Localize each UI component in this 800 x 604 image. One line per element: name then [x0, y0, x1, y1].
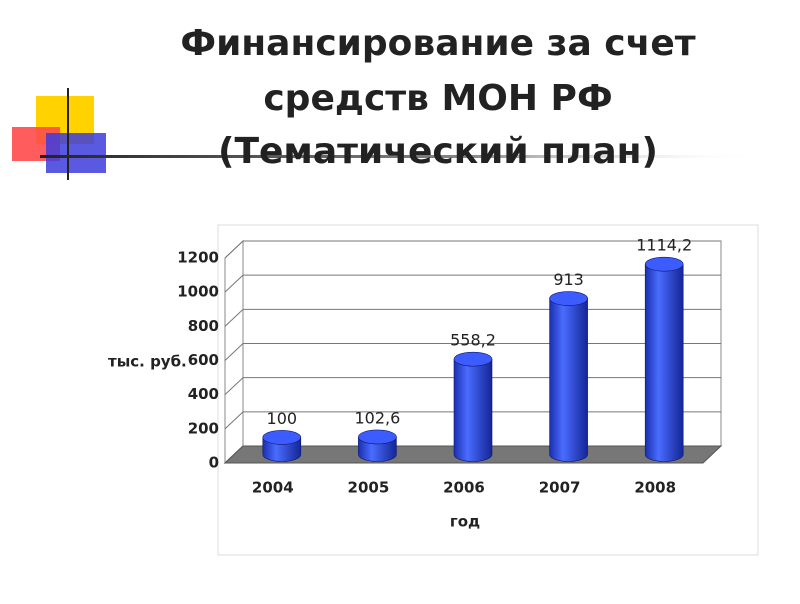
bar	[453, 358, 493, 462]
deco-blue	[46, 133, 106, 173]
value-label: 100	[267, 409, 298, 428]
bar-top	[453, 351, 493, 367]
x-axis-label: год	[450, 513, 480, 531]
y-tick-label: 1200	[177, 249, 219, 267]
chart-title: (Тематический план)	[218, 131, 658, 172]
x-tick-label: 2005	[348, 479, 390, 497]
x-tick-label: 2004	[252, 479, 294, 497]
x-tick-label: 2008	[634, 479, 676, 497]
value-label: 1114,2	[636, 236, 692, 255]
deco-hline	[40, 155, 760, 158]
chart-title: Финансирование за счет	[180, 23, 695, 64]
grid-line	[224, 274, 721, 293]
y-axis-label: тыс. руб.	[108, 353, 187, 371]
y-tick-label: 400	[188, 385, 219, 403]
value-label: 558,2	[450, 331, 496, 350]
grid-line	[224, 240, 721, 259]
y-tick-label: 800	[188, 317, 219, 335]
bar	[644, 263, 684, 462]
value-label: 102,6	[354, 408, 400, 427]
bar-top	[262, 430, 302, 445]
x-tick-label: 2007	[539, 479, 581, 497]
y-tick-label: 0	[209, 454, 219, 472]
x-tick-label: 2006	[443, 479, 485, 497]
bar-top	[644, 256, 684, 272]
value-label: 913	[553, 270, 584, 289]
bar-top	[358, 429, 397, 445]
y-tick-label: 1000	[177, 283, 219, 301]
y-tick-label: 600	[188, 351, 219, 369]
bar	[549, 298, 588, 462]
chart-title: средств МОН РФ	[263, 78, 612, 119]
bar-top	[549, 291, 588, 306]
y-tick-label: 200	[188, 419, 219, 437]
